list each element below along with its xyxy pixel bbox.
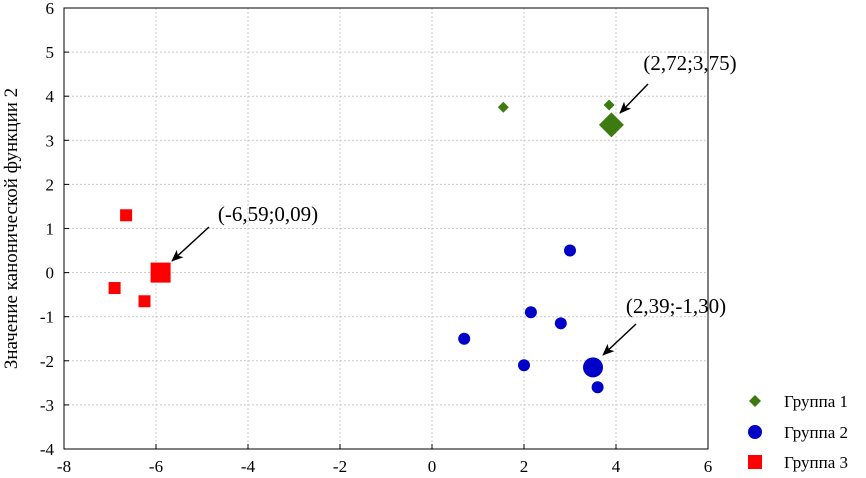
centroid-label: (-6,59;0,09) bbox=[218, 202, 318, 226]
data-point bbox=[108, 282, 121, 295]
data-point bbox=[603, 99, 615, 111]
centroid-point bbox=[598, 112, 624, 138]
centroid-label: (2,72;3,75) bbox=[643, 51, 736, 75]
y-tick-label: 4 bbox=[46, 87, 55, 106]
data-point bbox=[138, 295, 151, 308]
centroid-label: (2,39;-1,30) bbox=[626, 294, 726, 318]
x-tick-label: -6 bbox=[149, 457, 163, 476]
annotation-arrow bbox=[171, 226, 210, 262]
grid bbox=[64, 8, 708, 449]
legend-label: Группа 1 bbox=[784, 392, 848, 411]
y-tick-label: -1 bbox=[40, 308, 54, 327]
data-point bbox=[497, 101, 509, 113]
data-point bbox=[120, 209, 133, 222]
x-tick-label: -2 bbox=[333, 457, 347, 476]
y-tick-label: -2 bbox=[40, 352, 54, 371]
axis-ticks: -8 -6 -4 -2 0 2 4 6 -4 -3 -2 -1 0 1 2 3 4 5 6 bbox=[40, 0, 712, 476]
y-tick-label: -3 bbox=[40, 396, 54, 415]
x-tick-label: 6 bbox=[704, 457, 713, 476]
data-point bbox=[458, 332, 471, 345]
data-point bbox=[524, 306, 537, 319]
legend-label: Группа 2 bbox=[784, 423, 848, 442]
y-tick-label: -4 bbox=[40, 440, 55, 459]
legend-marker bbox=[749, 395, 761, 407]
y-tick-label: 6 bbox=[46, 0, 55, 18]
centroid-point bbox=[150, 262, 171, 283]
x-tick-label: 2 bbox=[520, 457, 529, 476]
y-tick-label: 5 bbox=[46, 43, 55, 62]
data-point bbox=[591, 381, 604, 394]
legend-marker bbox=[748, 425, 762, 439]
centroid-annotations: (2,72;3,75) (2,39;-1,30) (-6,59;0,09) bbox=[171, 51, 737, 356]
y-tick-label: 0 bbox=[46, 264, 55, 283]
legend-label: Группа 3 bbox=[784, 453, 848, 472]
annotation-arrow bbox=[619, 83, 649, 114]
legend-marker bbox=[748, 455, 762, 469]
annotation-arrow bbox=[602, 323, 637, 356]
x-tick-label: -4 bbox=[241, 457, 256, 476]
y-axis-label: Значение канонической функции 2 bbox=[1, 88, 22, 369]
y-tick-label: 1 bbox=[46, 220, 55, 239]
data-points bbox=[108, 99, 624, 394]
data-point bbox=[518, 359, 530, 372]
y-tick-label: 2 bbox=[46, 175, 55, 194]
centroid-point bbox=[583, 357, 603, 378]
x-tick-label: 0 bbox=[428, 457, 437, 476]
x-tick-label: 4 bbox=[612, 457, 621, 476]
legend: Группа 1 Группа 2 Группа 3 bbox=[748, 392, 848, 472]
data-point bbox=[564, 244, 576, 257]
data-point bbox=[554, 317, 567, 330]
x-tick-label: -8 bbox=[57, 457, 71, 476]
y-tick-label: 3 bbox=[46, 131, 55, 150]
